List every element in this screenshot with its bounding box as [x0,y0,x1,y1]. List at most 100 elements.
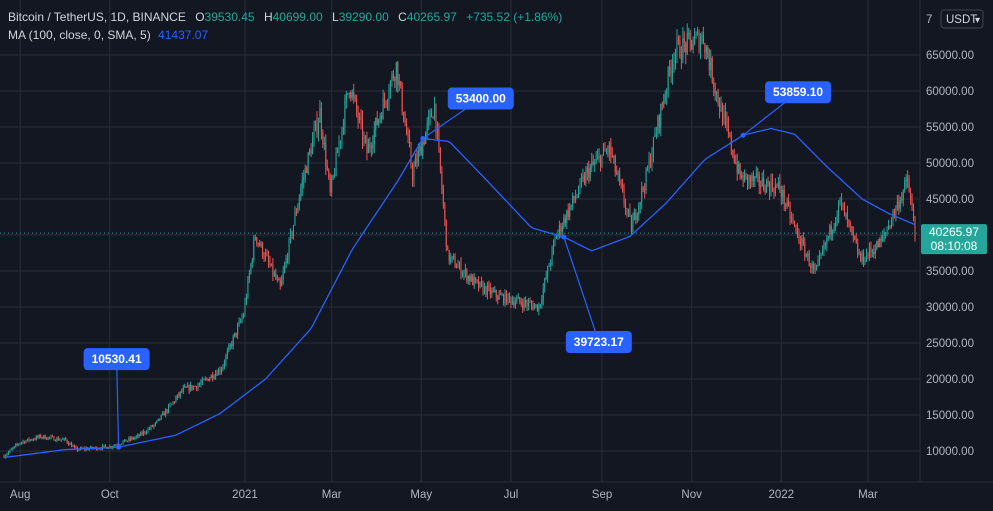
callout-1[interactable]: 53400.00 [420,87,514,142]
candle-body [323,143,325,145]
candle-body [436,130,438,133]
candle-body [808,253,810,266]
candle-body [766,180,768,193]
candle-body [181,391,183,393]
candle-body [304,168,306,178]
candle-body [422,141,424,156]
candle-body [413,166,415,180]
candle-body [297,205,299,213]
candle-body [26,438,29,441]
candle-body [832,229,834,235]
symbol-legend[interactable]: Bitcoin / TetherUS, 1D, BINANCE O39530.4… [8,10,562,24]
candle-body [517,297,519,299]
candle-body [504,292,506,304]
candle-body [234,332,236,337]
candle-body [90,446,92,449]
candle-body [257,243,259,244]
candle-body [907,178,909,181]
currency-selector[interactable]: USDT ▾ [940,9,984,29]
candle-body [176,394,178,399]
candle-body [604,147,606,152]
candle-body [839,199,841,202]
candle-body [597,156,599,160]
candle-body [660,104,662,128]
candle-body [245,297,247,303]
candle-body [710,58,712,70]
candle-body [366,139,368,154]
candle-body [284,265,286,273]
candle-body [657,116,659,135]
candle-body [78,449,80,451]
candle-body [165,409,167,416]
candle-body [544,278,546,289]
close-label: C [398,10,407,24]
candle-body [56,437,58,441]
candle-body [863,252,865,263]
candle-body [716,91,718,94]
callout-3[interactable]: 53859.10 [740,81,832,138]
candle-body [369,144,371,148]
candle-body [479,281,481,288]
candle-body [533,305,535,310]
candle-body [419,146,421,152]
ma-label: MA (100, close, 0, SMA, 5) [8,28,151,42]
price-tick-label: 20000.00 [926,374,974,386]
candle-body [763,177,765,189]
ma-legend[interactable]: MA (100, close, 0, SMA, 5) 41437.07 [8,28,208,42]
time-tick-label: Mar [858,489,878,501]
callout-2[interactable]: 39723.17 [561,234,632,353]
candle-body [301,180,303,189]
callout-label: 10530.41 [92,352,142,366]
candle-body [699,41,701,51]
callout-0[interactable]: 10530.41 [83,348,150,450]
candle-body [895,207,897,216]
candle-body [893,211,895,216]
candle-body [814,268,816,271]
candle-body [607,150,609,153]
candle-body [516,298,518,303]
candle-body [200,382,202,385]
candle-body [723,112,725,124]
candle-body [51,436,54,438]
candle-body [573,196,575,200]
candle-body [194,386,196,387]
candle-body [528,302,530,306]
candle-body [489,286,491,295]
callout-label: 53859.10 [773,85,823,99]
candle-body [563,217,565,227]
candle-body [694,36,696,45]
candle-body [685,42,687,53]
candle-body [376,118,378,125]
candle-body [485,286,487,295]
candle-body [795,225,797,229]
candle-body [228,346,230,352]
candle-body [288,239,290,260]
candle-body [285,258,287,266]
candle-body [548,266,550,267]
candle-body [782,189,784,198]
candle-body [788,200,790,206]
candle-body [598,155,600,157]
candle-body [849,222,851,227]
candle-body [406,124,408,135]
callout-box [765,81,832,104]
candle-body [128,438,130,441]
time-tick-label: Sep [592,489,612,501]
candle-body [773,189,775,194]
candle-body [871,251,873,253]
candle-body [802,238,804,244]
candle-body [494,290,496,292]
candle-body [50,436,52,438]
candle-body [381,115,383,120]
callout-box [565,330,632,353]
time-axis-panel[interactable] [0,482,993,511]
candle-body [364,136,366,140]
candle-body [572,196,574,205]
time-tick-label: Aug [10,489,30,501]
candle-body [407,134,409,137]
candle-body [901,199,903,201]
candle-body [741,175,743,178]
candle-body [276,278,278,280]
